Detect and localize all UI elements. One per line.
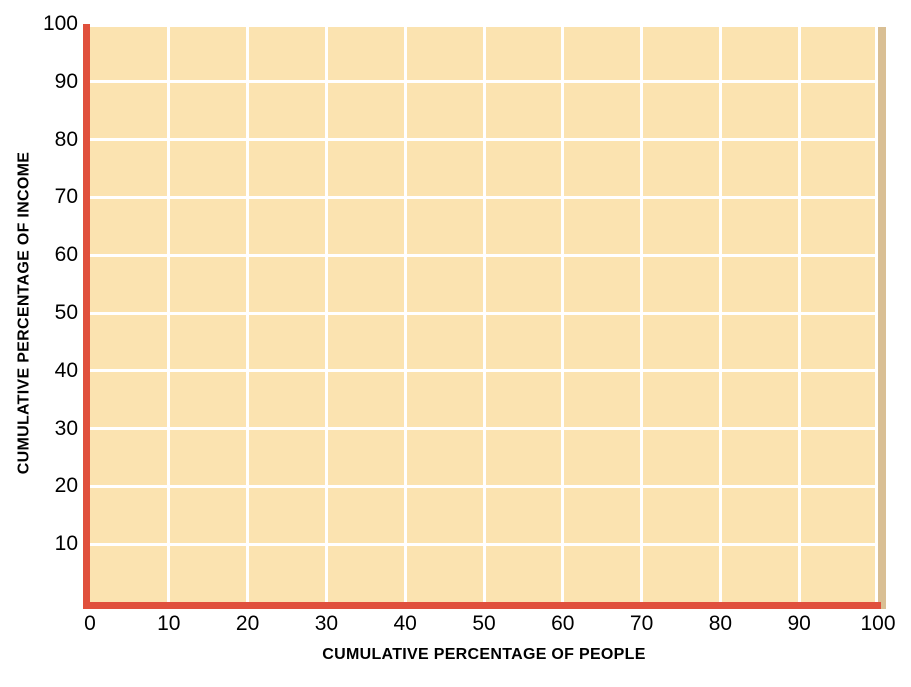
gridline <box>167 24 171 602</box>
gridline <box>482 24 486 602</box>
y-tick-label: 20 <box>54 474 78 498</box>
y-tick-label: 50 <box>54 301 78 324</box>
gridline <box>246 24 250 602</box>
gridline <box>324 24 328 602</box>
y-axis-title: CUMULATIVE PERCENTAGE OF INCOME <box>15 151 32 475</box>
x-axis-title: CUMULATIVE PERCENTAGE OF PEOPLE <box>322 646 646 663</box>
y-tick-label: 100 <box>42 12 78 35</box>
plot-shadow <box>878 27 886 609</box>
x-tick-label: 60 <box>551 612 575 635</box>
x-axis-line <box>83 602 881 609</box>
gridline <box>718 24 722 602</box>
x-tick-label: 0 <box>84 612 96 635</box>
x-tick-label: 90 <box>787 612 811 635</box>
y-axis-title-wrap: CUMULATIVE PERCENTAGE OF INCOME <box>6 24 42 602</box>
x-tick-label: 10 <box>157 612 181 635</box>
x-tick-label: 40 <box>393 612 417 635</box>
gridline <box>561 24 565 602</box>
x-tick-label: 50 <box>472 612 496 635</box>
y-tick-label: 60 <box>54 243 78 267</box>
x-tick-label: 80 <box>708 612 733 635</box>
gridline <box>875 24 878 602</box>
y-axis-line <box>83 24 90 609</box>
x-tick-label: 100 <box>860 612 896 635</box>
y-tick-label: 70 <box>54 185 78 209</box>
x-tick-label: 30 <box>314 612 339 635</box>
y-tick-label: 80 <box>54 127 78 151</box>
y-axis-tick-labels: 100 90 80 70 60 50 40 30 20 10 <box>0 12 78 602</box>
y-tick-label: 10 <box>54 532 78 556</box>
y-tick-label: 40 <box>54 358 78 382</box>
gridline <box>797 24 801 602</box>
x-tick-label: 70 <box>629 612 654 635</box>
gridline <box>640 24 644 602</box>
y-tick-label: 90 <box>54 69 78 93</box>
x-axis-tick-labels: 0 10 20 30 40 50 60 70 80 90 100 <box>84 612 895 638</box>
plot-area <box>90 24 878 602</box>
x-tick-label: 20 <box>235 612 260 635</box>
gridline <box>403 24 407 602</box>
y-tick-label: 30 <box>54 416 78 440</box>
